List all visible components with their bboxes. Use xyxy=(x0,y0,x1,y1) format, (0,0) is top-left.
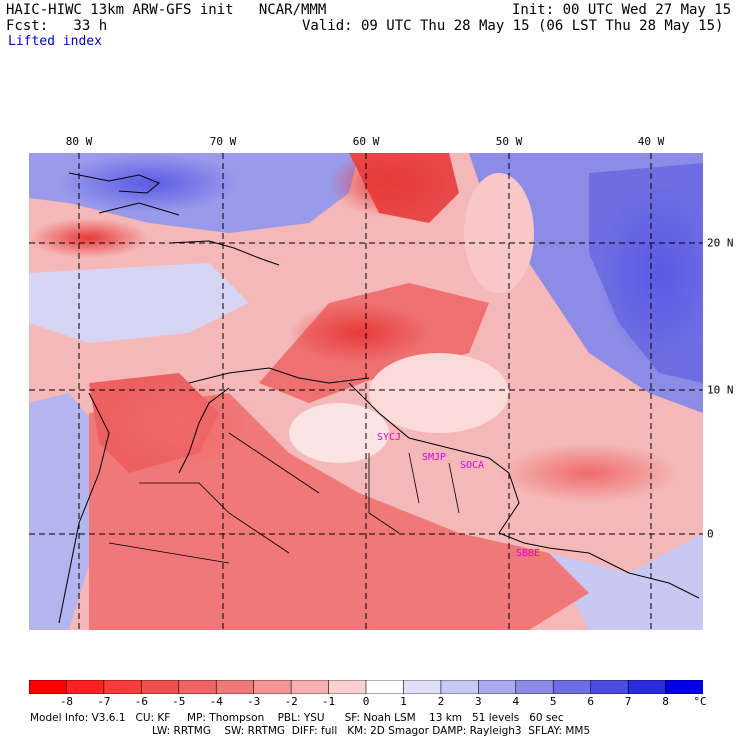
colorbar-swatch xyxy=(478,680,517,694)
red-patch-3 xyxy=(109,378,249,468)
colorbar-unit: °C xyxy=(693,695,707,708)
colorbar-tick-label: 4 xyxy=(512,695,520,708)
colorbar-swatch xyxy=(552,680,592,694)
colorbar-tick-label: -7 xyxy=(97,695,111,708)
header-init: Init: 00 UTC Wed 27 May 15 xyxy=(512,2,732,18)
station-label-sycj: SYCJ xyxy=(377,432,402,443)
neutral-patch-1 xyxy=(369,353,509,433)
colorbar-tick-label: 5 xyxy=(549,695,557,708)
borders xyxy=(108,432,460,564)
colorbar-tick-label: 6 xyxy=(587,695,594,708)
red-patch-1 xyxy=(329,153,449,218)
colorbar-tick-label: 2 xyxy=(437,695,445,708)
colorbar-tick-label: 0 xyxy=(362,695,370,708)
colorbar xyxy=(29,680,703,694)
station-label-smjp: SMJP xyxy=(422,452,447,463)
red-patch-4 xyxy=(29,218,149,258)
lon-label-70w: 70 W xyxy=(209,135,237,148)
station-label-soca: SOCA xyxy=(460,460,485,471)
colorbar-tick-label: -8 xyxy=(59,695,74,708)
red-patch-5 xyxy=(499,443,679,503)
colorbar-tick-label: 1 xyxy=(400,695,407,708)
lat-label-20n: 20 N xyxy=(707,236,734,250)
colorbar-tick-label: -3 xyxy=(247,695,261,708)
lat-label-10n: 10 N xyxy=(707,383,734,397)
colorbar-tick-label: -2 xyxy=(284,695,298,708)
coastlines xyxy=(58,172,700,624)
lon-label-40w: 40 W xyxy=(637,135,665,148)
colorbar-swatch xyxy=(590,680,629,694)
colorbar-swatch xyxy=(253,680,292,694)
colorbar-tick-label: -5 xyxy=(172,695,186,708)
stable-region-southeast xyxy=(549,533,703,630)
colorbar-tick-label: -1 xyxy=(321,695,336,708)
footer-model-info: Model Info: V3.6.1 CU: KF MP: Thompson P… xyxy=(30,712,564,724)
lat-label-0: 0 xyxy=(707,527,714,541)
colorbar-swatch xyxy=(29,680,68,694)
colorbar-swatch xyxy=(328,680,367,694)
lon-label-80w: 80 W xyxy=(65,135,93,148)
blue-patch-1 xyxy=(59,153,239,213)
red-patch-2 xyxy=(289,303,429,363)
lon-label-60w: 60 W xyxy=(352,135,380,148)
lon-label-50w: 50 W xyxy=(495,135,523,148)
colorbar-swatch xyxy=(627,680,667,694)
colorbar-swatch xyxy=(665,680,703,694)
neutral-patch-3 xyxy=(464,173,534,293)
colorbar-tick-label: 3 xyxy=(475,695,482,708)
lat-lon-grid xyxy=(29,153,703,630)
field-name: Lifted index xyxy=(8,34,102,49)
colorbar-tick-label: -4 xyxy=(209,695,223,708)
colorbar-swatch xyxy=(440,680,480,694)
colorbar-swatch xyxy=(515,680,555,694)
stable-region-caribbean-band xyxy=(29,263,249,343)
colorbar-tick-label: 7 xyxy=(624,695,632,708)
neutral-patch-2 xyxy=(289,403,389,463)
footer-physics-info: LW: RRTMG SW: RRTMG DIFF: full KM: 2D Sm… xyxy=(152,725,591,737)
colorbar-tick-label: 8 xyxy=(662,695,669,708)
colorbar-swatch xyxy=(365,680,405,694)
colorbar-swatch xyxy=(178,680,218,694)
colorbar-tick-label: -6 xyxy=(134,695,148,708)
colorbar-swatch xyxy=(103,680,143,694)
station-label-sbbe: SBBE xyxy=(516,548,541,559)
header-title: HAIC-HIWC 13km ARW-GFS init NCAR/MMM xyxy=(6,2,327,18)
colorbar-swatch xyxy=(141,680,180,694)
colorbar-swatch xyxy=(290,680,330,694)
colorbar-swatch xyxy=(66,680,105,694)
header-fcst: Fcst: 33 h xyxy=(6,18,108,34)
lifted-index-map xyxy=(29,153,703,630)
colorbar-swatch xyxy=(215,680,255,694)
header-valid: Valid: 09 UTC Thu 28 May 15 (06 LST Thu … xyxy=(302,18,724,34)
colorbar-swatch xyxy=(403,680,442,694)
